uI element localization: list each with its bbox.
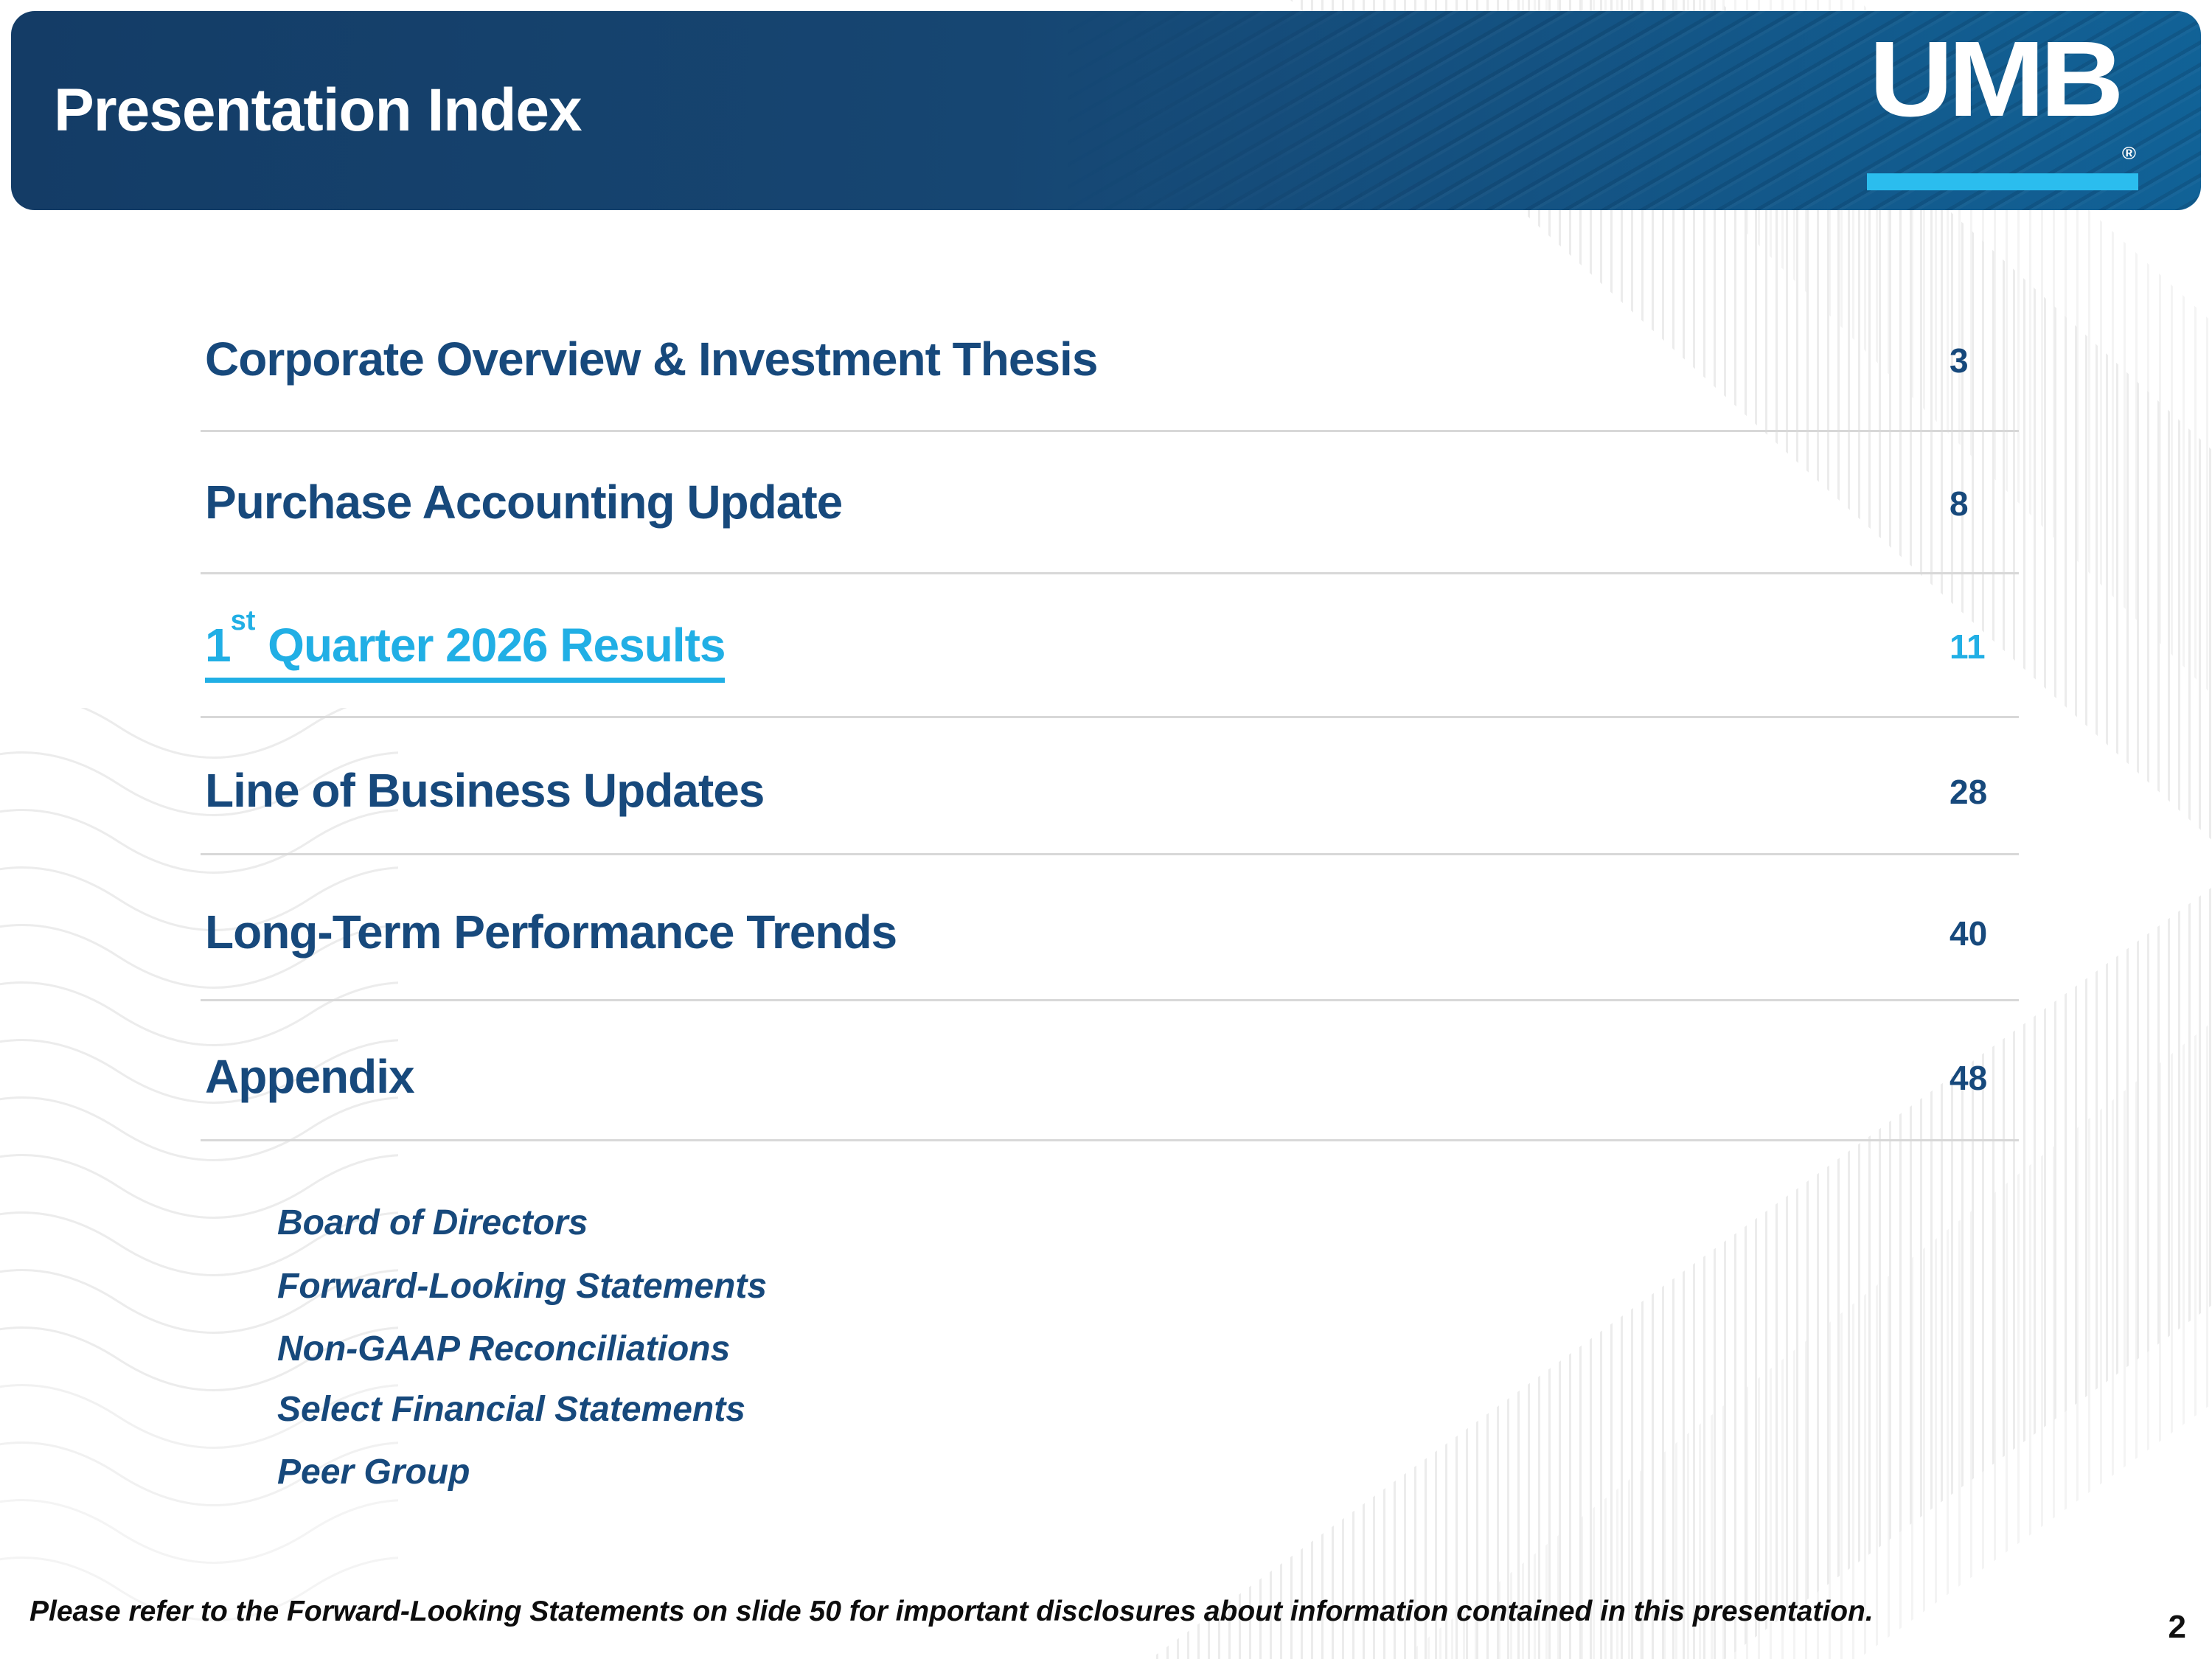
toc-item-label: 1 [205, 619, 232, 672]
toc-item-label: Quarter 2026 Results [255, 619, 726, 672]
toc-row: Appendix 48 [201, 1049, 2019, 1103]
toc-row: Long-Term Performance Trends 40 [201, 905, 2019, 959]
toc-row: Purchase Accounting Update 8 [201, 475, 2019, 529]
toc-page-number: 48 [1950, 1059, 1988, 1097]
umb-logo-letters: UMB [1869, 19, 2124, 139]
separator-rule [201, 853, 2019, 855]
toc-item-link[interactable]: 1st Quarter 2026 Results [205, 605, 726, 683]
toc-page-number: 8 [1950, 484, 1969, 523]
page-title: Presentation Index [54, 77, 582, 144]
separator-rule [201, 572, 2019, 574]
toc-item-label: Appendix [205, 1050, 415, 1103]
slide-page-number: 2 [2168, 1609, 2186, 1645]
appendix-subitem: Non-GAAP Reconciliations [277, 1329, 731, 1368]
toc-item-label-superscript: st [230, 605, 256, 636]
appendix-subitem: Board of Directors [277, 1203, 588, 1242]
umb-logo-text: UMB® [1869, 26, 2136, 162]
toc-page-number: 28 [1950, 773, 1988, 811]
toc-item-label: Corporate Overview & Investment Thesis [205, 333, 1098, 386]
toc-page-number: 40 [1950, 914, 1988, 953]
registered-trademark-symbol: ® [2121, 142, 2136, 164]
toc-item-label: Long-Term Performance Trends [205, 905, 897, 959]
toc-page-number: 11 [1950, 627, 1986, 666]
toc-item-label: Line of Business Updates [205, 764, 765, 817]
toc-row: Corporate Overview & Investment Thesis 3 [201, 332, 2019, 386]
toc-row: 1st Quarter 2026 Results 11 [201, 605, 2019, 683]
appendix-subitem: Forward-Looking Statements [277, 1267, 768, 1306]
appendix-subitem: Peer Group [277, 1453, 470, 1492]
background-wave-pattern [0, 708, 398, 1621]
header-banner: Presentation Index UMB® [11, 11, 2201, 210]
separator-rule [201, 999, 2019, 1001]
umb-logo-underline-bar [1867, 173, 2138, 190]
toc-row: Line of Business Updates 28 [201, 763, 2019, 817]
separator-rule [201, 430, 2019, 432]
toc-page-number: 3 [1950, 341, 1969, 380]
footer-disclaimer: Please refer to the Forward-Looking Stat… [29, 1596, 1874, 1627]
appendix-subitem: Select Financial Statements [277, 1390, 745, 1429]
umb-logo: UMB® [1867, 26, 2138, 190]
separator-rule [201, 1139, 2019, 1141]
toc-item-label: Purchase Accounting Update [205, 476, 843, 529]
separator-rule [201, 716, 2019, 718]
